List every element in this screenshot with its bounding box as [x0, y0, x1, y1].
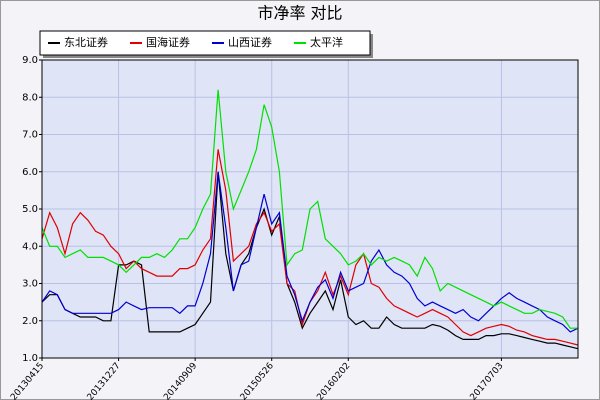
- legend: [39, 30, 371, 56]
- y-tick-label: 9.0: [22, 55, 38, 66]
- y-tick-label: 5.0: [22, 204, 38, 215]
- y-tick-label: 4.0: [22, 241, 38, 252]
- legend-label: 太平洋: [310, 35, 343, 49]
- series-line: [41, 89, 578, 329]
- legend-label: 东北证券: [64, 35, 108, 49]
- legend-label: 山西证券: [228, 35, 272, 49]
- y-tick-label: 3.0: [22, 279, 38, 290]
- series-line: [41, 171, 579, 350]
- y-tick-label: 1.0: [22, 353, 38, 364]
- y-tick-label: 6.0: [22, 167, 38, 178]
- y-tick-label: 7.0: [22, 130, 38, 141]
- legend-label: 国海证券: [146, 35, 190, 49]
- chart-title: 市净率 对比: [257, 4, 342, 23]
- y-tick-label: 8.0: [22, 92, 38, 103]
- series-line: [41, 171, 579, 333]
- y-tick-label: 2.0: [22, 316, 38, 327]
